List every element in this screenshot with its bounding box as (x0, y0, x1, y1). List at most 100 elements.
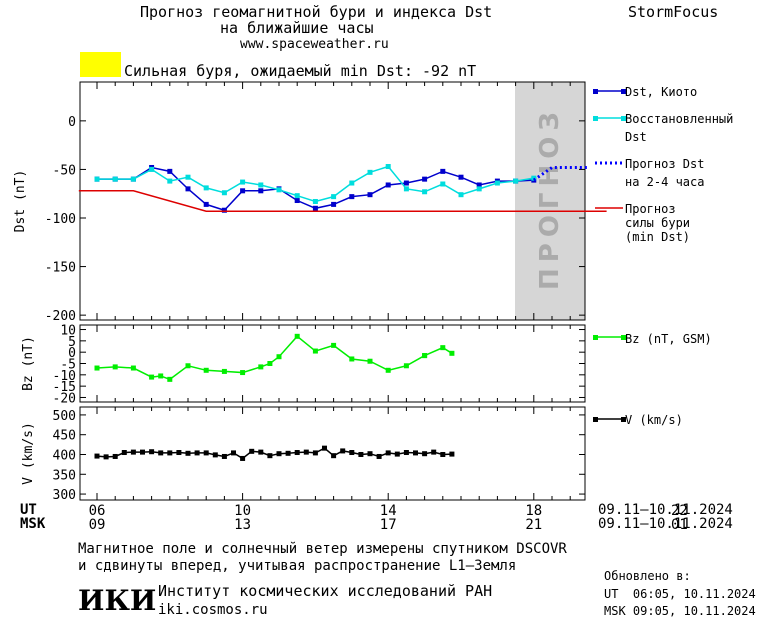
dst-ytick-label: -200 (45, 309, 76, 324)
v-series-0-point (149, 449, 155, 455)
legend-storm-line2: силы бури (625, 216, 691, 230)
dst-series-1-point (422, 189, 428, 195)
dst-series-1-line (97, 165, 534, 203)
chart-title-line1: Прогноз геомагнитной бури и индекса Dst (140, 3, 493, 21)
bz-series-0-point (203, 367, 209, 373)
bz-series-0-point (403, 363, 409, 369)
v-ytick-label: 450 (53, 429, 76, 444)
v-series-0-point (440, 451, 446, 457)
v-series-0-point (394, 451, 400, 457)
dst-series-0-point (185, 186, 191, 192)
v-series-0-point (331, 453, 337, 459)
v-series-0-point (403, 450, 409, 456)
dst-ytick-label: -50 (53, 163, 76, 178)
ut-tick-label: 22 (671, 503, 688, 519)
dst-ytick-label: -150 (45, 261, 76, 276)
bz-series-0-point (331, 342, 337, 348)
dst-series-0-point (221, 207, 227, 213)
ut-tick-label: 18 (525, 503, 542, 519)
bz-series-0-point (294, 333, 300, 339)
dst-series-0-point (367, 192, 373, 198)
v-series-0-point (294, 450, 300, 456)
legend-storm-line1: Прогноз (625, 202, 676, 216)
v-series-0-point (185, 450, 191, 456)
bz-panel-frame (79, 324, 586, 403)
measurement-note-line2: и сдвинуты вперед, учитывая распростране… (78, 558, 517, 574)
ut-tick-label: 06 (89, 503, 106, 519)
dst-series-1-point (258, 182, 264, 188)
institute-name: Институт космических исследований РАН (158, 582, 493, 600)
ut-date-range: 09.11–10.11.2024 (598, 502, 733, 518)
v-series-0-point (349, 450, 355, 456)
bz-series-0-point (349, 356, 355, 362)
legend-forecast-line2: на 2-4 часа (625, 175, 705, 189)
dst-series-1-point (221, 190, 227, 196)
bz-series-0-point (221, 368, 227, 374)
dst-series-2-line (532, 165, 589, 182)
legend-v-marker (621, 417, 626, 422)
v-series-0-point (376, 453, 382, 459)
storm-banner-text: Сильная буря, ожидаемый min Dst: -92 nT (124, 62, 477, 80)
v-series-0-point (367, 451, 373, 457)
v-series-0-point (167, 450, 173, 456)
v-series-0-point (312, 450, 318, 456)
legend-restored-line1: Восстановленный (625, 112, 734, 126)
dst-series-1-point (476, 186, 482, 192)
dst-series-3-line (78, 190, 607, 212)
bz-series-0-point (385, 367, 391, 373)
legend-restored-marker (621, 116, 626, 121)
dst-panel-frame (79, 81, 586, 321)
dst-series-0-point (385, 182, 391, 188)
v-ytick-label: 350 (53, 468, 76, 483)
dst-series-1-point (203, 185, 209, 191)
dst-series-1-point (185, 174, 191, 180)
bz-ytick-label: 10 (60, 324, 76, 339)
updated-label: Обновлено в: (604, 569, 691, 583)
dst-series-1-point (167, 178, 173, 184)
dst-series-1-point (367, 169, 373, 175)
legend-v: V (km/s) (625, 413, 683, 427)
v-series-0-point (358, 451, 364, 457)
dst-series-0-point (349, 194, 355, 200)
bz-series-0-point (167, 376, 173, 382)
dst-series-1-point (440, 181, 446, 187)
legend-bz-marker (593, 335, 598, 340)
dst-series-0-point (403, 180, 409, 186)
updated-msk: MSK 09:05, 10.11.2024 (604, 604, 756, 618)
v-series-0-point (422, 451, 428, 457)
v-series-0-point (103, 454, 109, 460)
msk-tick-label: 13 (234, 517, 251, 533)
v-series-0-point (140, 449, 145, 455)
legend-v-marker (593, 417, 598, 422)
dst-series-1-point (513, 178, 519, 184)
dst-series-0-point (203, 201, 209, 207)
dst-series-1-point (403, 186, 409, 192)
dst-series-0-point (476, 182, 482, 188)
bz-series-0-point (185, 363, 191, 369)
ut-tick-label: 14 (380, 503, 397, 519)
storm-level-swatch (80, 52, 121, 77)
legend-dst-kyoto-marker (621, 89, 626, 94)
v-series-0-point (221, 453, 227, 459)
v-series-0-point (112, 453, 118, 459)
bz-series-0-point (149, 374, 155, 380)
dst-series-1-point (531, 175, 537, 181)
bz-series-0-point (94, 365, 100, 371)
forecast-zone-label: ПРОГНОЗ (535, 106, 565, 290)
v-series-0-point (413, 450, 418, 456)
bz-series-0-point (276, 354, 282, 360)
v-axis-label: V (km/s) (21, 422, 36, 485)
bz-axis-label: Bz (nT) (21, 336, 36, 391)
dst-series-1-point (494, 180, 500, 186)
dst-series-0-point (422, 176, 428, 182)
site-url: www.spaceweather.ru (240, 37, 389, 52)
bz-series-0-line (96, 335, 425, 381)
v-series-0-point (176, 450, 182, 456)
dst-series-0-point (440, 168, 446, 174)
bz-series-0-point (258, 364, 264, 370)
msk-tick-label: 09 (89, 517, 106, 533)
legend-bz: Bz (nT, GSM) (625, 332, 712, 346)
dst-series-0-point (294, 198, 300, 204)
bz-series-1-line (424, 346, 453, 357)
bz-series-0-point (130, 365, 136, 371)
